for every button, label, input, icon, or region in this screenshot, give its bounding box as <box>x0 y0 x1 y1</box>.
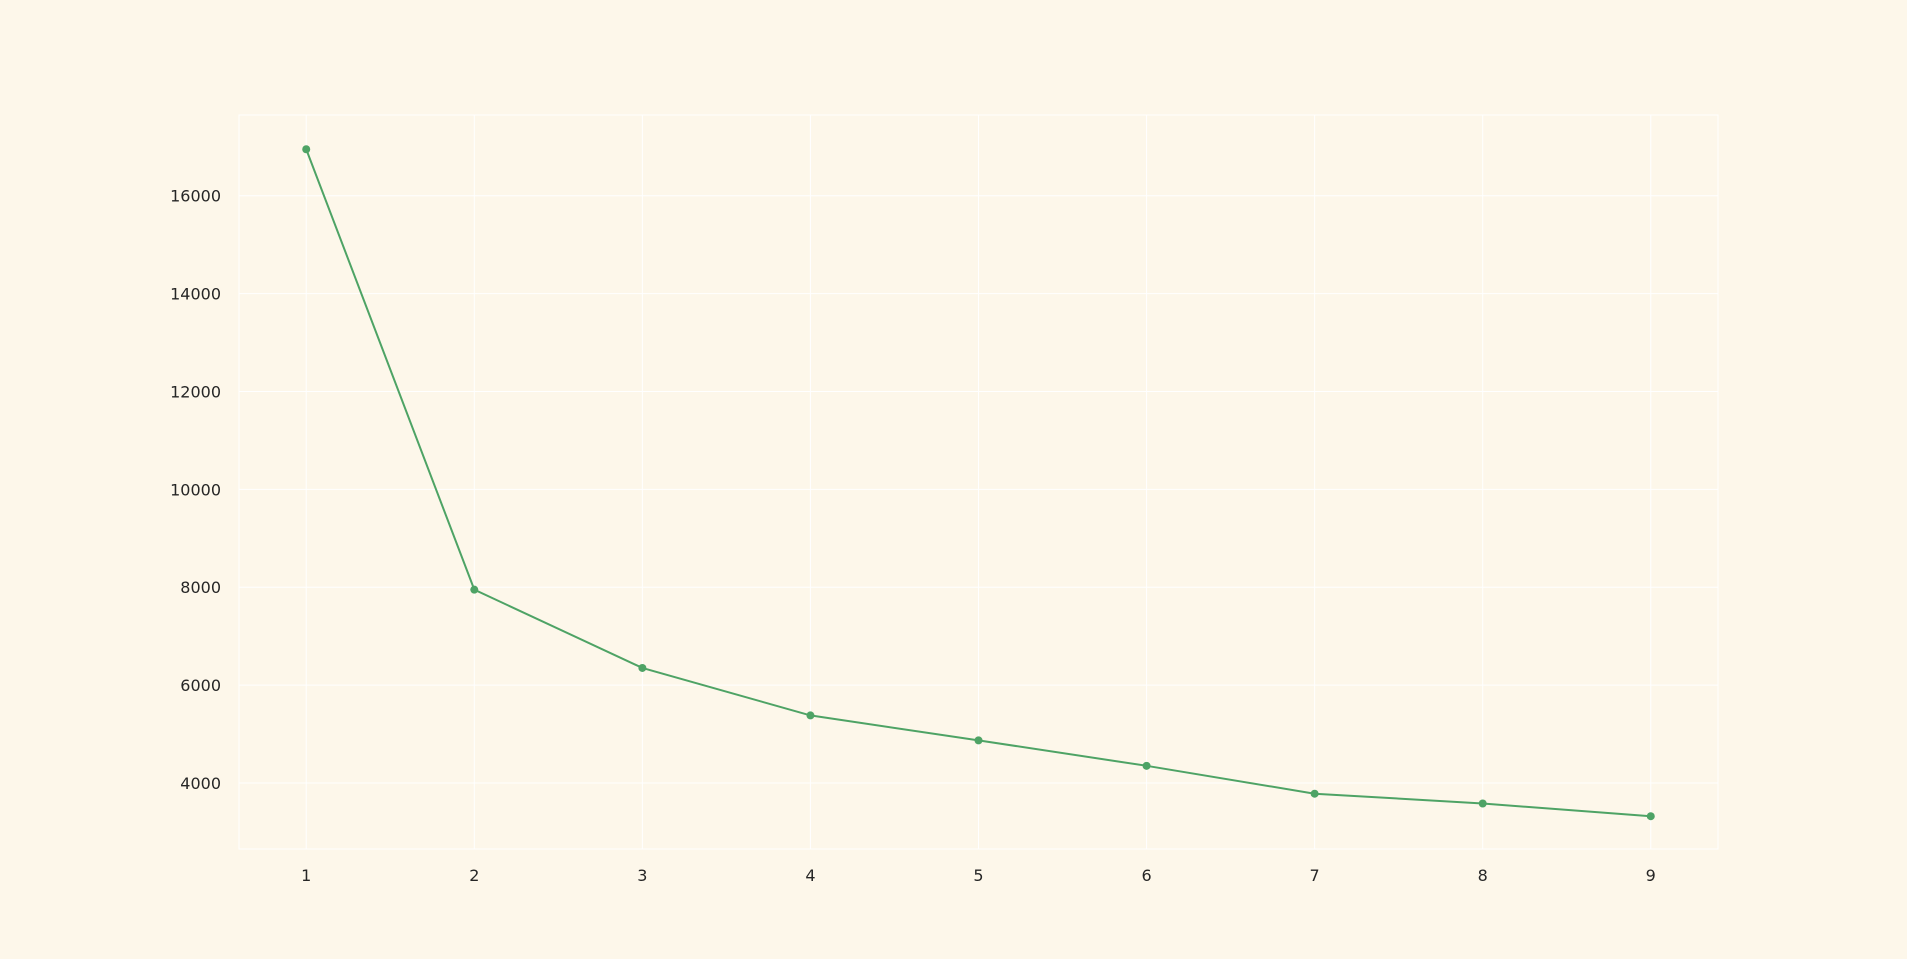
y-axis-ticks: 4000 6000 8000 10000 12000 14000 16000 <box>170 187 221 793</box>
data-point <box>638 663 647 672</box>
y-tick-label: 8000 <box>180 578 221 597</box>
data-point <box>1478 799 1487 808</box>
data-point <box>302 145 311 154</box>
x-tick-label: 1 <box>301 866 311 885</box>
data-point <box>1142 761 1151 770</box>
data-point <box>806 711 815 720</box>
data-point <box>470 585 479 594</box>
x-tick-label: 9 <box>1646 866 1656 885</box>
x-tick-label: 4 <box>805 866 815 885</box>
x-tick-label: 3 <box>637 866 647 885</box>
y-tick-label: 12000 <box>170 382 221 401</box>
data-point <box>1310 789 1319 798</box>
series-group <box>302 145 1655 821</box>
data-point <box>974 736 983 745</box>
x-tick-label: 6 <box>1141 866 1151 885</box>
y-tick-label: 14000 <box>170 285 221 304</box>
x-tick-label: 8 <box>1478 866 1488 885</box>
x-tick-label: 2 <box>469 866 479 885</box>
y-tick-label: 10000 <box>170 480 221 499</box>
y-tick-label: 4000 <box>180 774 221 793</box>
grid-lines <box>239 115 1718 849</box>
x-tick-label: 5 <box>973 866 983 885</box>
x-tick-label: 7 <box>1310 866 1320 885</box>
x-axis-ticks: 1 2 3 4 5 6 7 8 9 <box>301 866 1656 885</box>
y-tick-label: 6000 <box>180 676 221 695</box>
data-point <box>1646 812 1655 821</box>
y-tick-label: 16000 <box>170 187 221 206</box>
